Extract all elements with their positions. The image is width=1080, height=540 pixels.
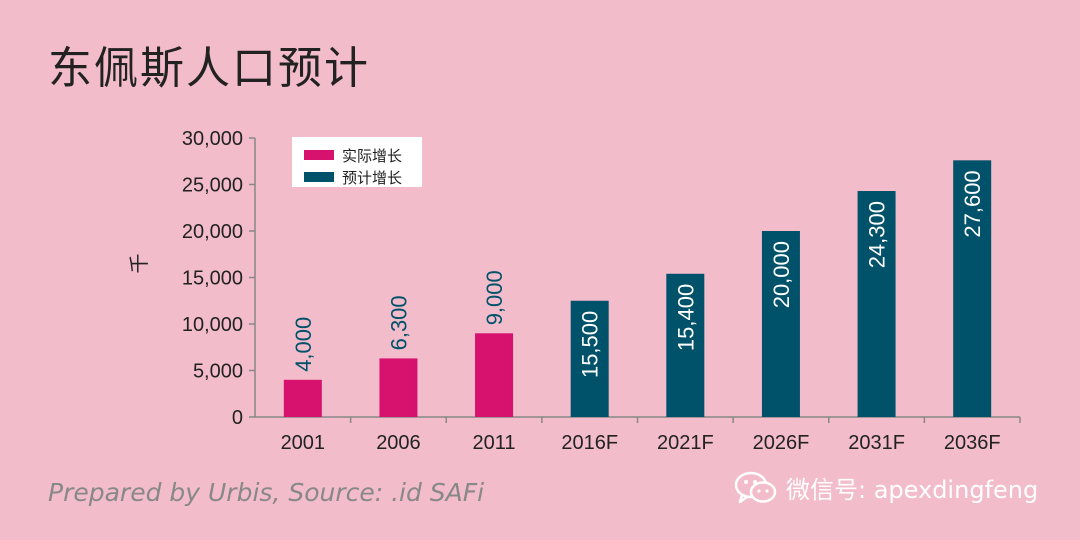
x-tick-label: 2011 <box>473 432 516 454</box>
legend-swatch <box>304 172 334 182</box>
bar <box>953 160 992 417</box>
y-tick-label: 0 <box>232 407 243 429</box>
y-tick-label: 15,000 <box>182 268 243 290</box>
watermark-text: 微信号: apexdingfeng <box>786 476 1039 504</box>
data-label: 15,500 <box>578 311 603 378</box>
bar <box>283 379 322 417</box>
data-label: 4,000 <box>291 317 316 372</box>
data-label: 20,000 <box>769 241 794 308</box>
bar <box>761 231 800 417</box>
y-tick-label: 20,000 <box>182 221 243 243</box>
bar <box>475 333 514 417</box>
x-tick-label: 2026F <box>753 432 810 454</box>
y-tick-label: 10,000 <box>182 314 243 336</box>
data-label: 27,600 <box>960 170 985 237</box>
bar <box>666 273 705 417</box>
x-tick-label: 2001 <box>281 432 326 454</box>
bar <box>857 191 896 417</box>
bar <box>570 300 609 417</box>
x-tick-label: 2021F <box>657 432 714 454</box>
x-tick-label: 2031F <box>848 432 905 454</box>
data-label: 6,300 <box>386 295 411 350</box>
y-tick-label: 25,000 <box>182 175 243 197</box>
data-label: 9,000 <box>482 270 507 325</box>
legend-swatch <box>304 150 334 160</box>
x-tick-label: 2006 <box>376 432 421 454</box>
x-tick-label: 2016F <box>561 432 618 454</box>
x-tick-label: 2036F <box>944 432 1001 454</box>
chart-title: 东佩斯人口预计 <box>48 43 370 94</box>
source-note: Prepared by Urbis, Source: .id SAFi <box>48 478 485 507</box>
legend-label: 预计增长 <box>342 169 402 187</box>
bar <box>379 358 418 417</box>
wechat-icon <box>734 471 777 503</box>
wechat-watermark: 微信号: apexdingfeng <box>734 470 1038 505</box>
legend-label: 实际增长 <box>342 147 402 165</box>
data-label: 15,400 <box>673 284 698 351</box>
y-axis-title: 千 <box>127 254 151 274</box>
y-tick-label: 30,000 <box>182 128 243 150</box>
y-tick-label: 5,000 <box>193 361 243 383</box>
data-label: 24,300 <box>865 201 890 268</box>
